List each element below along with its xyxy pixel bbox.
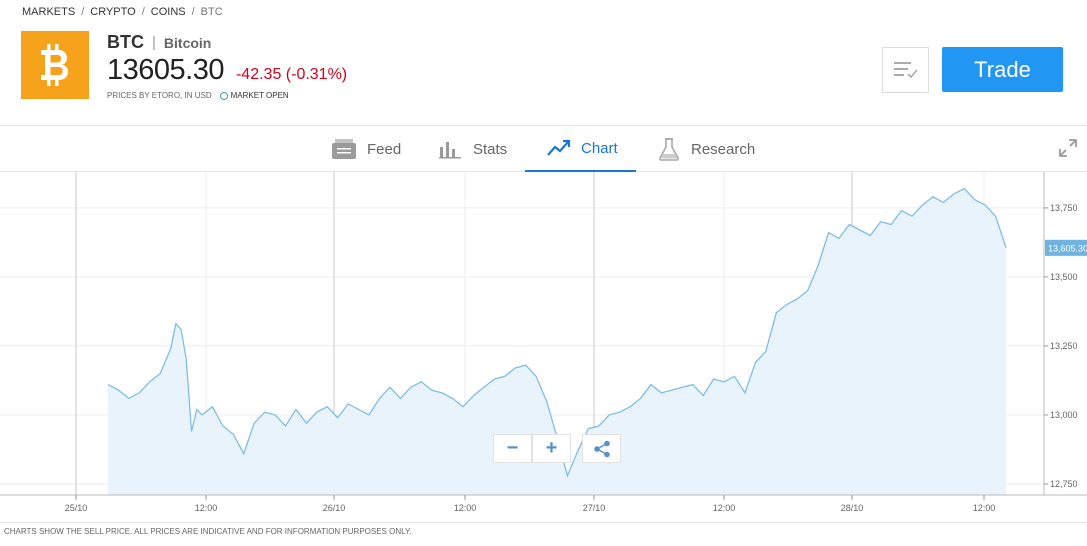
bitcoin-logo — [21, 31, 89, 99]
watchlist-button[interactable] — [882, 47, 929, 93]
price-source: PRICES BY ETORO, IN USD — [107, 91, 212, 100]
tab-stats-label: Stats — [473, 140, 508, 158]
watchlist-icon — [893, 62, 918, 79]
current-price-marker — [1045, 239, 1087, 256]
breadcrumb-separator: / — [141, 6, 145, 18]
clock-icon — [219, 91, 228, 100]
price-display: 13605.30 -42.35 (-0.31%) — [107, 54, 347, 87]
breadcrumb-separator: / — [191, 6, 195, 18]
title-divider: | — [152, 34, 156, 51]
x-tick-label: 26/10 — [323, 503, 346, 513]
breadcrumb: MARKETS / CRYPTO / COINS / BTC — [22, 6, 223, 18]
share-button[interactable] — [582, 434, 621, 463]
y-tick-label: 12,750 — [1050, 479, 1078, 489]
tab-feed-label: Feed — [367, 140, 402, 158]
x-tick-label: 12:00 — [195, 503, 218, 513]
current-price: 13605.30 — [107, 54, 224, 86]
bitcoin-icon — [41, 44, 69, 86]
tab-chart[interactable]: Chart — [525, 126, 636, 172]
price-meta: PRICES BY ETORO, IN USD MARKET OPEN — [107, 91, 289, 100]
breadcrumb-coins[interactable]: COINS — [150, 6, 186, 18]
x-tick-label: 12:00 — [713, 503, 736, 513]
trade-button[interactable]: Trade — [942, 47, 1063, 92]
current-price-marker-label: 13,605.30 — [1048, 243, 1087, 253]
y-tick-label: 13,250 — [1050, 341, 1078, 351]
x-tick-label: 27/10 — [583, 503, 606, 513]
tab-feed[interactable]: Feed — [331, 126, 401, 172]
y-tick-label: 13,750 — [1050, 203, 1078, 213]
tab-research-label: Research — [691, 140, 756, 158]
breadcrumb-separator: / — [81, 6, 85, 18]
zoom-out-button[interactable]: − — [493, 434, 532, 463]
breadcrumb-markets[interactable]: MARKETS — [22, 6, 76, 18]
chart-icon — [547, 139, 571, 156]
tab-chart-label: Chart — [581, 139, 618, 157]
price-area-fill — [108, 188, 1006, 495]
price-line — [107, 187, 1007, 478]
y-tick-label: 13,000 — [1050, 410, 1078, 420]
research-icon — [659, 138, 679, 161]
instrument-title: BTC | Bitcoin — [107, 32, 211, 53]
market-status: MARKET OPEN — [219, 91, 289, 100]
instrument-symbol: BTC — [107, 32, 144, 52]
instrument-tabs: Feed Stats Chart Research — [0, 125, 1087, 172]
stats-icon — [439, 142, 461, 159]
breadcrumb-btc: BTC — [200, 6, 223, 18]
expand-icon[interactable] — [1058, 138, 1078, 158]
tab-stats[interactable]: Stats — [439, 126, 507, 172]
price-chart[interactable]: 25/10 12:00 26/10 12:00 27/10 12:00 28/10 12:00… — [0, 172, 1087, 522]
price-change: -42.35 (-0.31%) — [235, 66, 348, 83]
x-tick-label: 28/10 — [841, 503, 864, 513]
zoom-controls: − + — [493, 434, 571, 463]
breadcrumb-crypto[interactable]: CRYPTO — [90, 6, 136, 18]
x-tick-label: 25/10 — [65, 503, 88, 513]
chart-disclaimer: CHARTS SHOW THE SELL PRICE. ALL PRICES A… — [0, 522, 1087, 546]
share-icon — [593, 440, 610, 457]
x-tick-label: 12:00 — [973, 503, 996, 513]
feed-icon — [332, 139, 356, 159]
instrument-name: Bitcoin — [163, 34, 212, 51]
tab-research[interactable]: Research — [657, 126, 755, 172]
x-tick-label: 12:00 — [454, 503, 477, 513]
zoom-in-button[interactable]: + — [532, 434, 571, 463]
market-status-label: MARKET OPEN — [230, 91, 289, 100]
y-tick-label: 13,500 — [1050, 272, 1078, 282]
